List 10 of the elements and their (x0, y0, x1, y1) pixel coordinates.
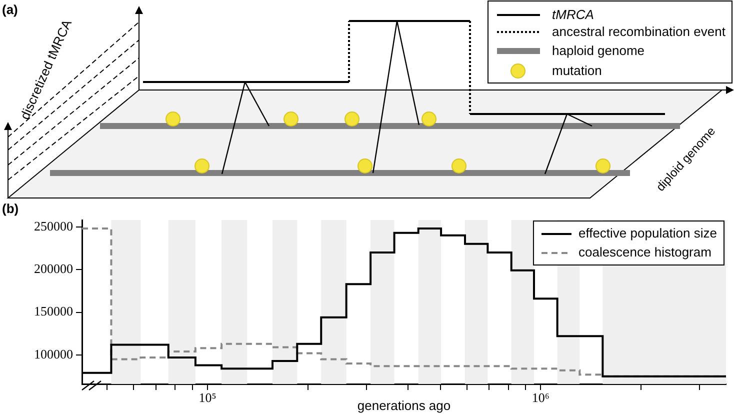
y-tick-label: 200000 (34, 260, 73, 276)
legend-label: effective population size (578, 226, 718, 241)
y-tick-label: 150000 (34, 304, 73, 319)
x-tick-label: 10⁵ (198, 390, 216, 406)
x-tick-label: 10⁶ (532, 390, 550, 406)
x-axis-title: generations ago (357, 398, 451, 413)
y-tick-label: 100000 (34, 346, 73, 362)
y-tick-label: 250000 (34, 218, 73, 234)
chart-title: (b) (2, 201, 19, 216)
legend-label: coalescence histogram (578, 244, 712, 260)
